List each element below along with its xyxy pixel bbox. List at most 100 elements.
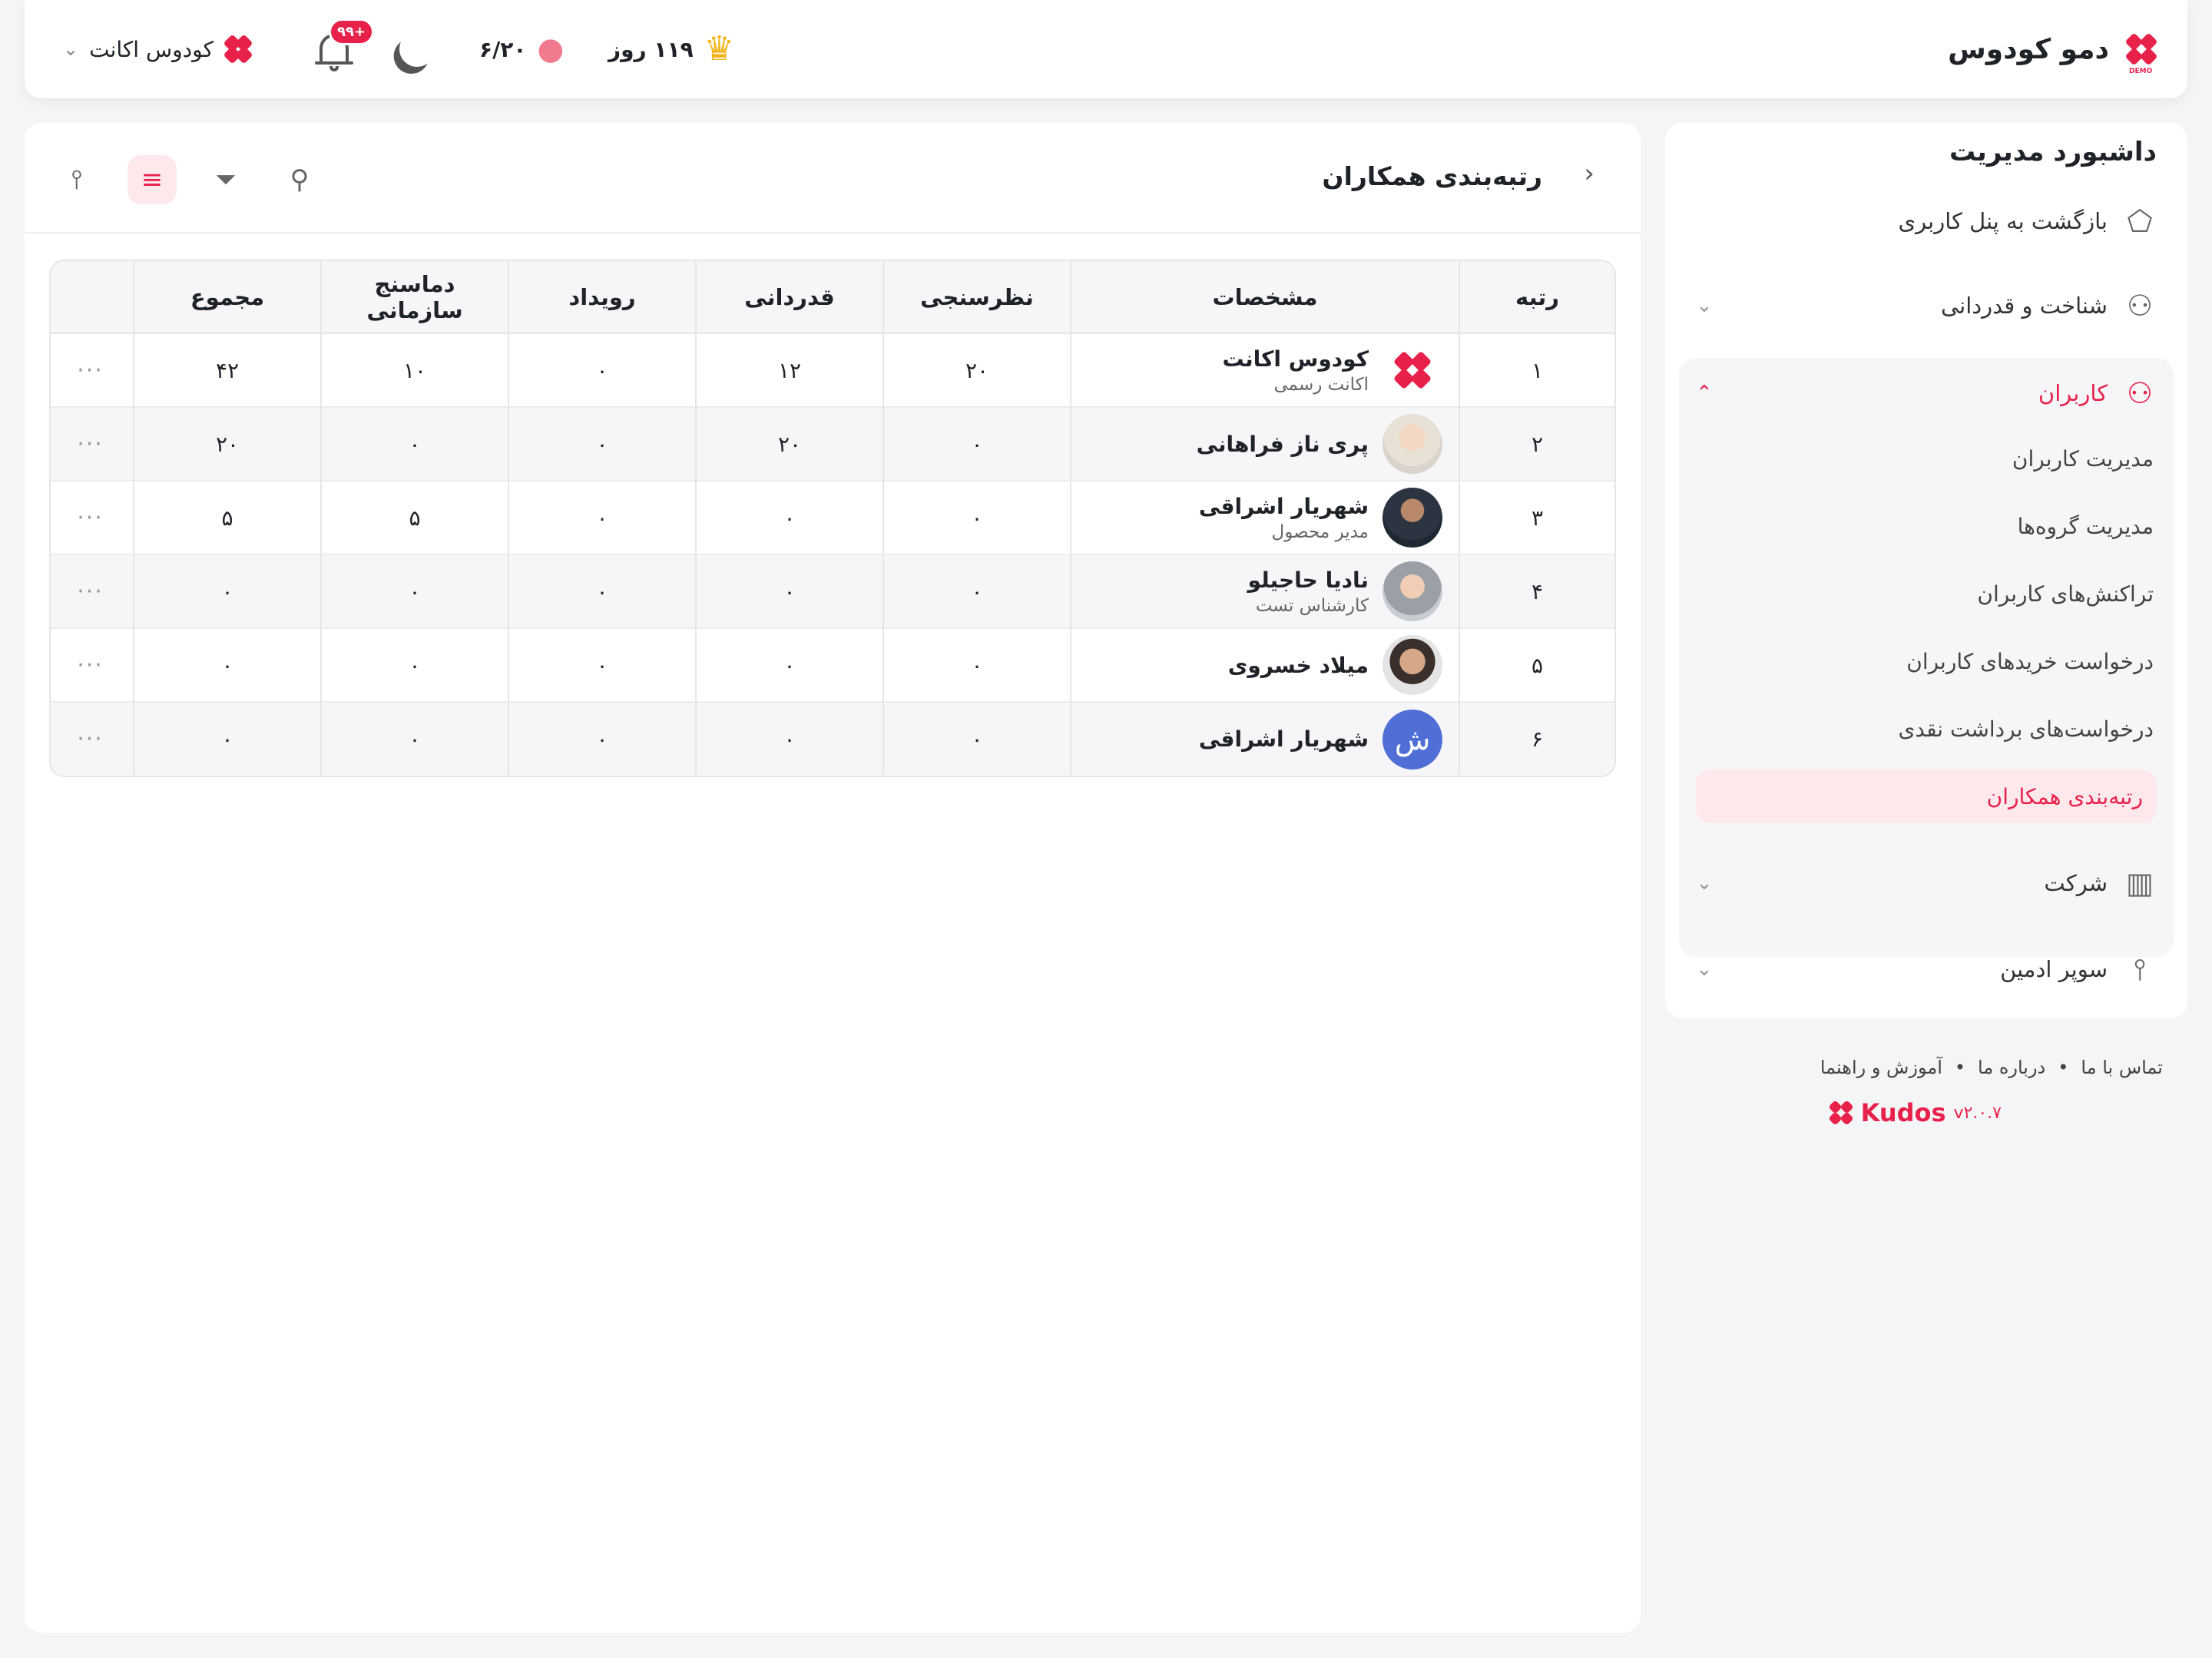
rank-cell: ۵: [1459, 627, 1614, 702]
home-icon: ⬠: [2127, 204, 2153, 238]
sidebar-item-label: بازگشت به پنل کاربری: [1898, 208, 2108, 234]
rank-cell: ۳: [1459, 480, 1614, 554]
user-name[interactable]: میلاد خسروی: [1227, 652, 1369, 678]
appreciation-cell: ۲۰: [695, 406, 883, 481]
sidebar-item-label: شرکت: [2044, 870, 2108, 896]
more-options-icon[interactable]: ···: [51, 627, 134, 702]
sidebar-subitem-manage-users[interactable]: مدیریت کاربران: [2012, 445, 2154, 472]
user-name[interactable]: کودوس اکانت: [1222, 346, 1369, 372]
col-event[interactable]: رویداد: [508, 261, 696, 334]
user-name[interactable]: نادیا حاجیلو: [1247, 567, 1369, 593]
avatar: [1382, 635, 1442, 695]
total-cell: ۰: [133, 627, 321, 702]
col-profile[interactable]: مشخصات: [1070, 261, 1459, 334]
thermometer-cell: ۰: [320, 701, 508, 776]
survey-cell: ۰: [882, 627, 1071, 702]
col-survey[interactable]: نظرسنجی: [882, 261, 1071, 334]
sidebar-item-back[interactable]: ⬠ بازگشت به پنل کاربری: [1696, 198, 2157, 244]
brand[interactable]: DEMO دمو کودوس: [1948, 28, 2158, 75]
theme-toggle[interactable]: [399, 26, 435, 72]
filter-funnel-button[interactable]: ⏷: [201, 155, 250, 204]
avatar: [1382, 488, 1442, 548]
days-label: ۱۱۹ روز: [608, 36, 694, 62]
chevron-up-icon: ⌃: [1696, 382, 1713, 405]
more-options-icon[interactable]: ···: [51, 701, 134, 776]
table-row: ۵ میلاد خسروی ۰ ۰ ۰ ۰ ۰ ···: [51, 627, 1614, 702]
table-row: ۶ ش شهریار اشراقی ۰ ۰ ۰ ۰ ۰ ···: [51, 701, 1614, 776]
days-remaining[interactable]: ♛ ۱۱۹ روز: [608, 26, 734, 72]
more-options-icon[interactable]: ···: [51, 333, 134, 407]
sidebar-subitem-withdraw-requests[interactable]: درخواست‌های برداشت نقدی: [1898, 716, 2154, 742]
more-options-icon[interactable]: ···: [51, 406, 134, 481]
event-cell: ۰: [508, 627, 696, 702]
event-cell: ۰: [508, 406, 696, 481]
brand-title: دمو کودوس: [1948, 33, 2109, 65]
chevron-down-icon: ⌄: [1696, 958, 1713, 981]
user-name[interactable]: پری ناز فراهانی: [1196, 431, 1369, 457]
kudos-wordmark: Kudos: [1860, 1098, 1946, 1127]
notification-badge: +۹۹: [329, 18, 375, 45]
version-label: v۲.۰.۷: [1953, 1103, 2002, 1123]
sliders-icon: ⫯: [2133, 951, 2147, 986]
thermometer-cell: ۰: [320, 406, 508, 481]
avatar: ش: [1382, 709, 1442, 769]
survey-cell: ۰: [882, 406, 1071, 481]
event-cell: ۰: [508, 480, 696, 554]
user-icon: ⚇: [2126, 289, 2154, 323]
col-thermometer[interactable]: دماسنج سازمانی: [320, 261, 508, 334]
footer-separator: •: [2058, 1057, 2069, 1078]
more-options-icon[interactable]: ···: [51, 480, 134, 554]
rank-cell: ۴: [1459, 554, 1614, 628]
footer-link-contact[interactable]: تماس با ما: [2081, 1057, 2163, 1078]
notifications-button[interactable]: +۹۹: [315, 18, 375, 72]
chevron-down-icon: ⌄: [63, 38, 79, 60]
col-total[interactable]: مجموع: [133, 261, 321, 334]
rank-cell: ۶: [1459, 701, 1614, 776]
user-role: کارشناس تست: [1255, 595, 1369, 616]
table-row: ۳ شهریار اشراقی مدیر محصول ۰ ۰ ۰ ۵ ۵ ···: [51, 480, 1614, 554]
account-menu[interactable]: کودوس اکانت ⌄: [63, 26, 253, 72]
user-name[interactable]: شهریار اشراقی: [1198, 726, 1369, 752]
users-coins-icon: ●: [537, 31, 565, 67]
sidebar-item-users[interactable]: ⚇ کاربران ⌃: [1696, 370, 2157, 416]
chevron-left-icon[interactable]: ‹: [1584, 158, 1594, 189]
coins-label: ۶/۲۰: [479, 36, 527, 62]
sidebar-subitem-transactions[interactable]: تراکنش‌های کاربران: [1977, 581, 2154, 607]
rank-cell: ۱: [1459, 333, 1614, 407]
survey-cell: ۰: [882, 554, 1071, 628]
sidebar-item-super-admin[interactable]: ⫯ سوپر ادمین ⌄: [1696, 946, 2157, 992]
footer-link-guide[interactable]: آموزش و راهنما: [1820, 1057, 1942, 1078]
sidebar-item-label: شناخت و قدردانی: [1940, 293, 2108, 319]
sidebar-subitem-ranking[interactable]: رتبه‌بندی همکاران: [1696, 769, 2157, 823]
main-panel: ‹ رتبه‌بندی همکاران ⚲ ⏷ ≡ ⫯ رتبه مشخصات …: [25, 123, 1641, 1633]
account-logo-icon: [223, 34, 253, 65]
footer-links: تماس با ما • درباره ما • آموزش و راهنما: [1820, 1057, 2163, 1078]
table-row: ۲ پری ناز فراهانی ۰ ۲۰ ۰ ۰ ۲۰ ···: [51, 406, 1614, 481]
search-button[interactable]: ⚲: [275, 155, 324, 204]
search-icon: ⚲: [290, 164, 310, 195]
top-header: DEMO دمو کودوس ♛ ۱۱۹ روز ● ۶/۲۰ +۹۹ کودو…: [25, 0, 2187, 98]
sidebar-item-recognition[interactable]: ⚇ شناخت و قدردانی ⌄: [1696, 283, 2157, 329]
appreciation-cell: ۰: [695, 480, 883, 554]
appreciation-cell: ۰: [695, 701, 883, 776]
kudos-logo-icon: DEMO: [2124, 32, 2158, 75]
sidebar-subitem-manage-groups[interactable]: مدیریت گروه‌ها: [2017, 513, 2154, 539]
footer-separator: •: [1954, 1057, 1966, 1078]
event-cell: ۰: [508, 701, 696, 776]
sidebar-subitem-purchase-requests[interactable]: درخواست خریدهای کاربران: [1906, 648, 2154, 674]
page-title: رتبه‌بندی همکاران: [1322, 161, 1542, 191]
user-name[interactable]: شهریار اشراقی: [1198, 493, 1369, 519]
settings-sliders-button[interactable]: ⫯: [52, 155, 101, 204]
sidebar-item-company[interactable]: ▥ شرکت ⌄: [1696, 860, 2157, 906]
col-rank[interactable]: رتبه: [1459, 261, 1614, 334]
coins-counter[interactable]: ● ۶/۲۰: [479, 26, 564, 72]
col-appreciation[interactable]: قدردانی: [695, 261, 883, 334]
total-cell: ۴۲: [133, 333, 321, 407]
sidebar-item-label: سوپر ادمین: [2000, 956, 2108, 982]
footer-link-about[interactable]: درباره ما: [1978, 1057, 2046, 1078]
sliders-icon: ⫯: [71, 164, 83, 195]
sort-button[interactable]: ≡: [127, 155, 177, 204]
page-header: ‹ رتبه‌بندی همکاران ⚲ ⏷ ≡ ⫯: [25, 123, 1641, 233]
more-options-icon[interactable]: ···: [51, 554, 134, 628]
event-cell: ۰: [508, 333, 696, 407]
